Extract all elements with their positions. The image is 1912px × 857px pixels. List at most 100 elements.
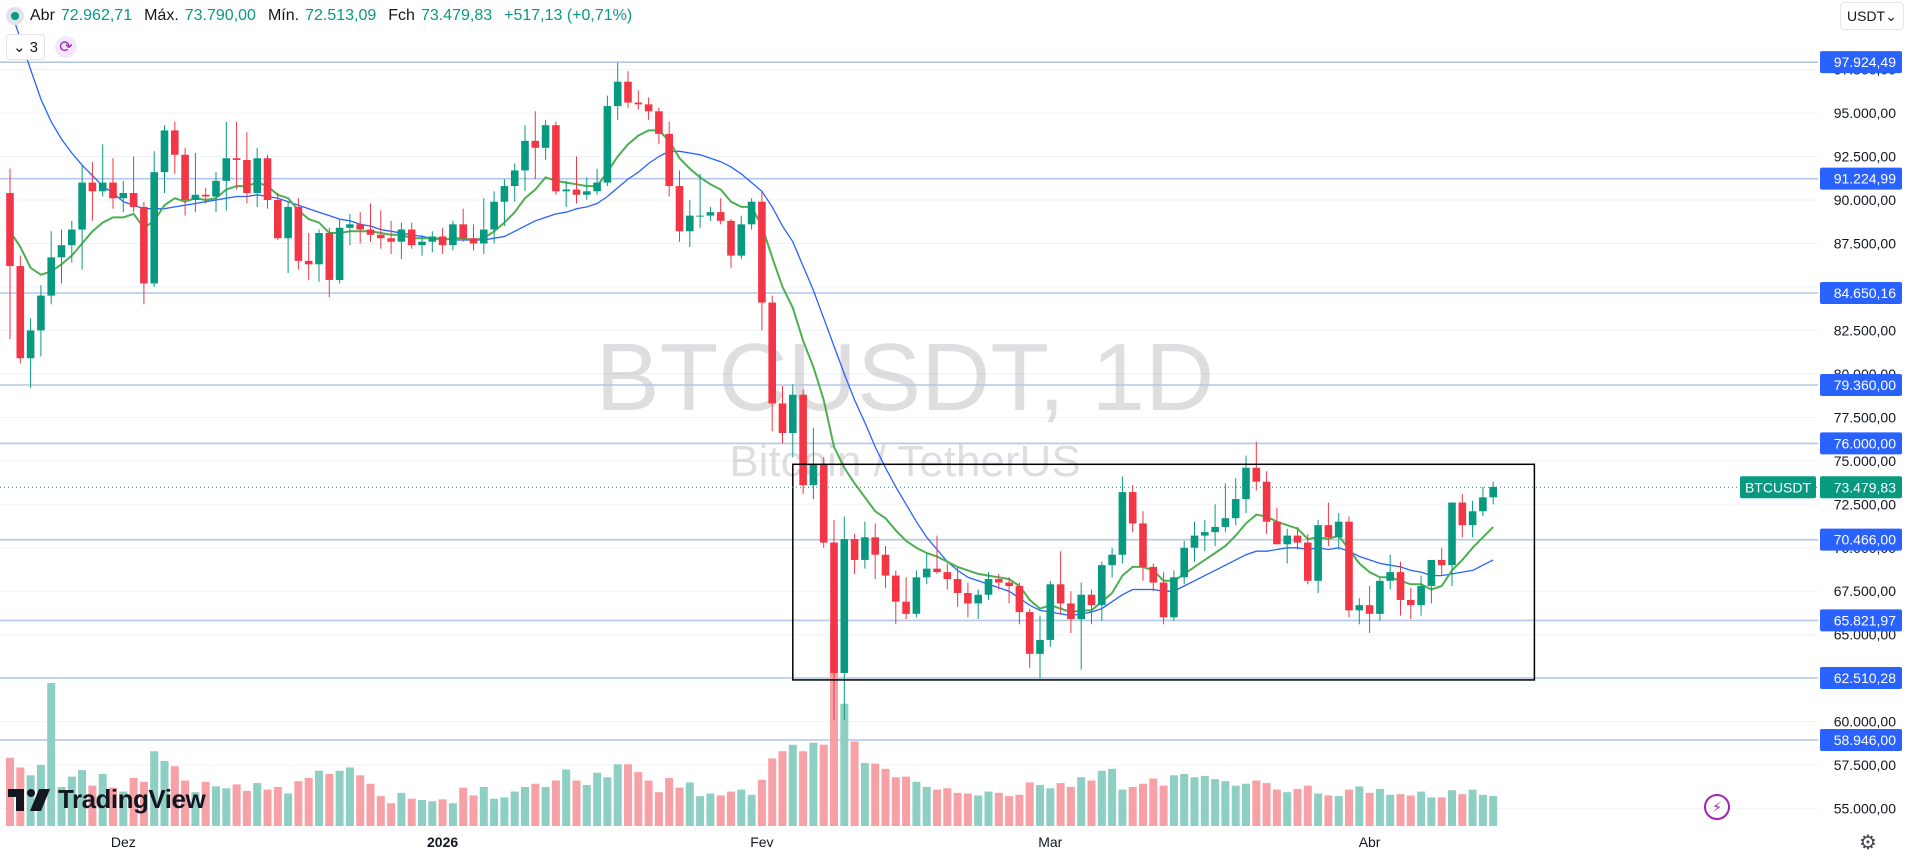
low-value: 72.513,09	[305, 7, 377, 24]
time-tick-label: Mar	[1038, 834, 1062, 850]
candle-body	[325, 233, 334, 280]
change-value: +517,13 (+0,71%)	[504, 7, 633, 24]
level-price-label: 76.000,00	[1834, 435, 1896, 451]
volume-bar	[98, 774, 107, 826]
volume-bar	[1128, 787, 1137, 826]
candle-body	[1128, 492, 1137, 524]
candle-body	[212, 180, 220, 197]
candle-body	[356, 224, 364, 230]
candle-body	[1314, 525, 1322, 581]
volume-bar	[479, 787, 488, 826]
volume-bar	[541, 787, 550, 826]
volume-bar	[212, 786, 220, 826]
candle-body	[418, 241, 426, 246]
volume-bar	[902, 776, 911, 826]
volume-bar	[1231, 785, 1240, 826]
volume-bar	[1417, 791, 1426, 826]
candle-body	[593, 182, 601, 192]
candle-body	[315, 233, 323, 265]
price-tick-label: 55.000,00	[1834, 801, 1896, 817]
volume-bar	[1200, 775, 1209, 826]
volume-bar	[665, 777, 674, 826]
candle-body	[1087, 594, 1096, 606]
volume-bar	[294, 781, 303, 826]
volume-bar	[943, 788, 952, 826]
candle-body	[119, 193, 128, 199]
candle-body	[1231, 499, 1240, 519]
volume-bars	[6, 624, 1498, 826]
indicators-collapse-button[interactable]: ⌄ 3	[6, 34, 45, 60]
currency-selector[interactable]: USDT ⌄	[1840, 2, 1904, 30]
market-status-icon[interactable]	[6, 7, 24, 25]
candle-body	[181, 154, 189, 200]
volume-bar	[304, 777, 313, 826]
candle-body	[500, 186, 509, 202]
volume-bar	[284, 793, 293, 826]
price-axis[interactable]: 55.000,0057.500,0060.000,0062.500,0065.0…	[1818, 0, 1912, 857]
level-price-tag	[1820, 282, 1902, 305]
watermark-description: Bitcoin / TetherUS	[729, 437, 1080, 486]
candle-body	[1201, 532, 1209, 536]
candle-body	[892, 575, 900, 602]
last-price-tag	[1820, 476, 1902, 499]
high-label: Máx.	[144, 7, 179, 24]
candle-body	[655, 111, 663, 134]
moving-averages	[9, 8, 1494, 617]
gear-icon[interactable]: ⚙	[1859, 831, 1877, 854]
level-price-label: 62.510,28	[1834, 670, 1896, 686]
candle-body	[572, 189, 581, 195]
candle-body	[1479, 497, 1487, 512]
volume-bar	[1489, 796, 1498, 826]
volume-bar	[922, 787, 931, 826]
volume-bar	[593, 772, 602, 826]
symbol-watermark: BTCUSDT, 1D Bitcoin / TetherUS	[596, 324, 1215, 486]
volume-bar	[768, 758, 777, 826]
volume-bar	[871, 763, 880, 826]
candle-body	[778, 403, 787, 433]
candle-body	[438, 236, 447, 246]
volume-bar	[1139, 783, 1147, 826]
low-label: Mín.	[267, 7, 300, 24]
volume-bar	[1169, 775, 1178, 826]
refresh-icon[interactable]: ⟳	[54, 36, 77, 58]
volume-bar	[531, 783, 540, 826]
volume-bar	[654, 792, 663, 826]
lightning-icon[interactable]: ⚡	[1704, 794, 1730, 820]
level-price-label: 91.224,99	[1834, 171, 1896, 187]
candle-body	[263, 158, 272, 200]
volume-bar	[1077, 777, 1086, 826]
volume-bar	[222, 788, 231, 826]
volume-bar	[407, 798, 416, 826]
volume-bar	[490, 798, 499, 826]
candle-body	[98, 182, 107, 192]
range-rectangle[interactable]	[792, 463, 1536, 681]
candle-body	[644, 104, 653, 112]
level-price-tag	[1820, 609, 1902, 632]
candle-body	[407, 229, 416, 246]
candle-body	[624, 81, 632, 103]
volume-bar	[1334, 796, 1343, 826]
candle-body	[1159, 582, 1168, 618]
candle-body	[1015, 586, 1024, 613]
candle-body	[1170, 577, 1178, 618]
candle-body	[1489, 486, 1497, 498]
price-tick-label: 95.000,00	[1834, 105, 1896, 121]
volume-bar	[1324, 795, 1333, 826]
candle-body	[469, 238, 478, 244]
candle-body	[562, 189, 570, 192]
candle-body	[346, 224, 354, 228]
candle-body	[1211, 526, 1219, 533]
volume-bar	[263, 789, 272, 826]
candle-body	[1005, 582, 1013, 587]
volume-bar	[345, 767, 354, 826]
candle-body	[552, 125, 560, 192]
volume-bar	[1159, 785, 1168, 826]
volume-bar	[1293, 788, 1302, 826]
tradingview-logo[interactable]: TradingView	[8, 784, 206, 815]
volume-bar	[170, 766, 179, 826]
last-price-symbol-tag	[1740, 476, 1816, 499]
horizontal-levels[interactable]	[0, 61, 1818, 741]
time-axis[interactable]: Dez 2026 Fev Mar Abr	[111, 834, 1381, 850]
candle-body	[26, 330, 35, 359]
